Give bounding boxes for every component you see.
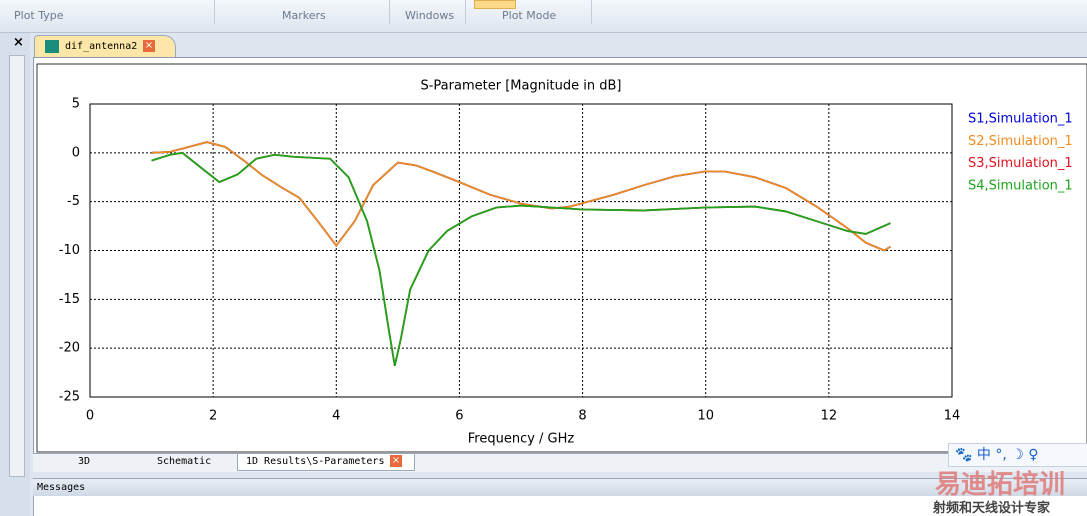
watermark-slogan: 射频和天线设计专家 <box>933 501 1051 516</box>
messages-bar: Messages <box>33 478 1087 496</box>
y-tick-label: -20 <box>59 341 80 356</box>
x-tick-label: 8 <box>578 409 586 424</box>
y-tick-label: 5 <box>72 97 80 112</box>
x-axis-title: Frequency / GHz <box>468 432 575 447</box>
group-label: Windows <box>405 9 455 22</box>
x-tick-label: 10 <box>697 409 714 424</box>
ime-bar[interactable]: 🐾 中 °, ☽ ♀ <box>948 443 1087 467</box>
tab-close[interactable]: × <box>390 455 402 467</box>
y-tick-label: -15 <box>59 292 80 307</box>
plot-area-border <box>89 103 953 398</box>
view-tab[interactable]: 3D <box>78 456 91 467</box>
x-tick-label: 14 <box>944 409 961 424</box>
series-line <box>151 141 891 252</box>
active-view-tab[interactable]: 1D Results\S-Parameters × <box>237 454 415 471</box>
x-tick-label: 12 <box>821 409 838 424</box>
y-tick-label: -5 <box>67 194 80 209</box>
series-line <box>151 141 891 252</box>
group-label: Plot Type <box>14 9 64 22</box>
chart-title: S-Parameter [Magnitude in dB] <box>420 79 621 94</box>
y-tick-label: -25 <box>59 390 80 405</box>
ribbon: Plot Type Markers Windows Plot Mode <box>0 0 1087 33</box>
messages-title: Messages <box>37 482 86 493</box>
series-line <box>151 151 891 366</box>
legend-entry: S4,Simulation_1 <box>968 178 1073 193</box>
view-tabs: 3D Schematic 1D Results\S-Parameters × <box>33 453 1087 472</box>
document-tab[interactable]: dif_antenna2 × <box>34 35 176 58</box>
scrollbar[interactable] <box>9 55 25 477</box>
view-tab-label: 1D Results\S-Parameters <box>246 456 385 467</box>
x-tick-label: 4 <box>332 409 340 424</box>
legend-entry: S3,Simulation_1 <box>968 156 1073 171</box>
side-panel: × <box>0 33 30 516</box>
close-button[interactable]: × <box>13 35 24 50</box>
group-label: Markers <box>282 9 326 22</box>
tab-close[interactable]: × <box>143 40 155 52</box>
x-tick-label: 6 <box>455 409 463 424</box>
separator <box>465 0 466 24</box>
separator <box>389 0 390 24</box>
tab-icon <box>45 40 59 53</box>
group-label: Plot Mode <box>502 9 557 22</box>
legend-entry: S1,Simulation_1 <box>968 112 1073 127</box>
x-tick-label: 0 <box>86 409 94 424</box>
messages-panel <box>33 496 1087 516</box>
view-tab[interactable]: Schematic <box>157 456 212 467</box>
separator <box>591 0 592 24</box>
y-tick-label: -10 <box>59 243 80 258</box>
watermark-brand: 易迪拓培训 <box>935 470 1066 500</box>
x-tick-label: 2 <box>209 409 217 424</box>
tab-label: dif_antenna2 <box>65 41 138 52</box>
plot-frame <box>36 63 1087 453</box>
y-tick-label: 0 <box>72 145 80 160</box>
series-line <box>151 151 891 366</box>
plot-window <box>33 57 1087 457</box>
legend-entry: S2,Simulation_1 <box>968 134 1073 149</box>
separator <box>214 0 215 24</box>
active-button[interactable] <box>474 0 516 9</box>
